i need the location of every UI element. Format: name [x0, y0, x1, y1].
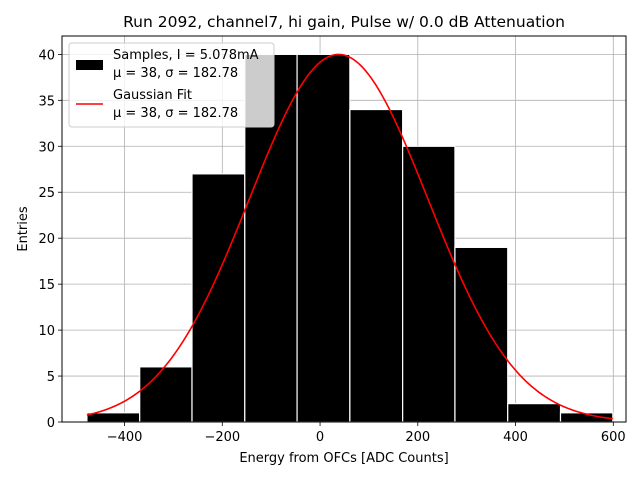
y-tick-label: 15 [38, 278, 55, 293]
y-tick-label: 0 [47, 416, 55, 431]
x-tick-label: 600 [601, 430, 626, 445]
histogram-bar [86, 412, 141, 423]
plot-frame [61, 35, 627, 423]
x-axis-label: Energy from OFCs [ADC Counts] [239, 451, 448, 466]
y-axis-label: Entries [16, 206, 31, 252]
histogram-bar [454, 246, 509, 423]
y-tick-label: 5 [47, 370, 55, 385]
legend-samples-label: Samples, I = 5.078mA [113, 48, 259, 63]
y-tick-label: 20 [38, 232, 55, 247]
axis-ticks: −400 −200 0 200 400 600 0 5 10 15 20 25 30 35 40 [38, 48, 625, 445]
histogram-bar [402, 145, 456, 423]
gaussian-fit-curve [86, 53, 613, 420]
y-tick-label: 35 [38, 94, 55, 109]
histogram-bar [139, 366, 193, 423]
y-tick-label: 40 [38, 48, 55, 63]
y-tick-label: 25 [38, 186, 55, 201]
x-tick-label: −400 [107, 430, 143, 445]
histogram-bar [191, 173, 246, 423]
legend-fit-stats: μ = 38, σ = 182.78 [113, 106, 238, 121]
y-tick-label: 30 [38, 140, 55, 155]
histogram-bar [507, 403, 562, 423]
legend-samples-swatch [76, 60, 103, 70]
x-tick-label: 0 [316, 430, 324, 445]
x-tick-label: −200 [204, 430, 240, 445]
histogram-bars [86, 53, 614, 423]
gaussian-fit [86, 53, 613, 420]
histogram-bar [296, 53, 351, 423]
legend-box [68, 42, 275, 128]
chart-title: Run 2092, channel7, hi gain, Pulse w/ 0.… [123, 13, 565, 31]
legend: Samples, I = 5.078mA μ = 38, σ = 182.78 … [68, 42, 275, 128]
histogram-bar [349, 108, 404, 423]
legend-samples-stats: μ = 38, σ = 182.78 [113, 66, 238, 81]
legend-fit-label: Gaussian Fit [113, 88, 192, 103]
x-tick-label: 400 [503, 430, 528, 445]
x-tick-label: 200 [405, 430, 430, 445]
y-tick-label: 10 [38, 324, 55, 339]
